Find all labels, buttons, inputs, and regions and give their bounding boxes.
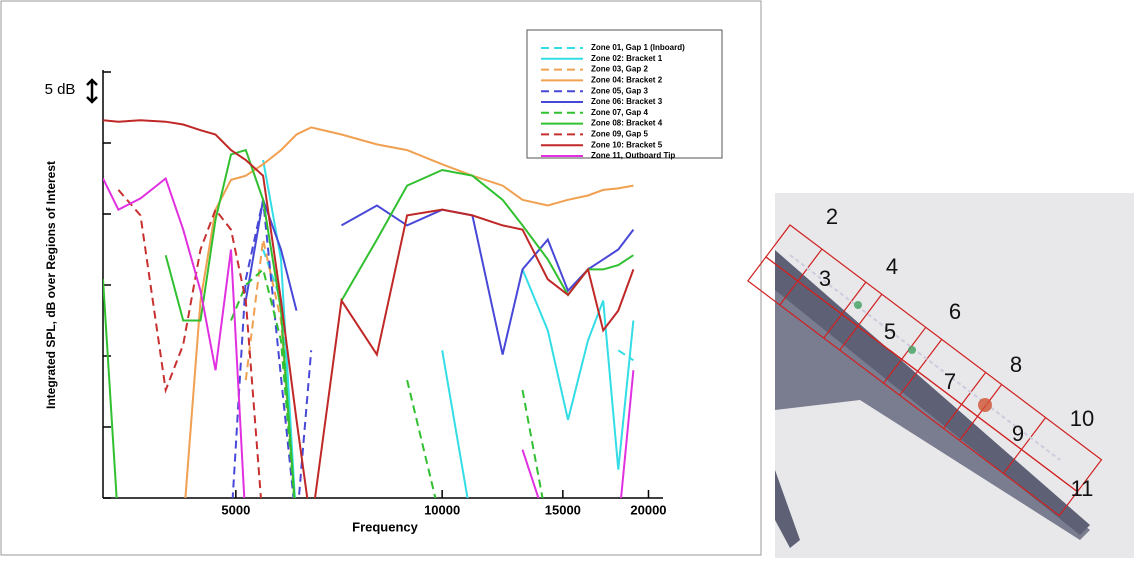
hotspot: [854, 301, 862, 309]
legend-label: Zone 01, Gap 1 (Inboard): [591, 43, 685, 52]
legend-label: Zone 10: Bracket 5: [591, 140, 663, 149]
zone-label: 2: [826, 204, 838, 229]
zone-label: 9: [1012, 421, 1024, 446]
legend-label: Zone 11, Outboard Tip: [591, 151, 675, 160]
x-tick-label: 5000: [221, 502, 250, 517]
zone-label: 11: [1071, 476, 1094, 501]
zone-label: 8: [1010, 352, 1022, 377]
legend-label: Zone 02: Bracket 1: [591, 54, 663, 63]
zone-label: 10: [1070, 406, 1094, 431]
zone-label: 3: [819, 266, 831, 291]
legend-label: Zone 07, Gap 4: [591, 108, 648, 117]
legend-label: Zone 09, Gap 5: [591, 130, 648, 139]
zone-label: 6: [949, 299, 961, 324]
x-tick-label: 20000: [630, 502, 666, 517]
x-tick-label: 15000: [545, 502, 581, 517]
legend-label: Zone 03, Gap 2: [591, 65, 648, 74]
zone-label: 4: [886, 254, 898, 279]
hotspot: [908, 346, 916, 354]
legend-label: Zone 06: Bracket 3: [591, 97, 663, 106]
inset: 2 3 4 5 6 7 8 9 10 11: [748, 193, 1134, 558]
hotspot: [978, 398, 992, 412]
legend-label: Zone 05, Gap 3: [591, 86, 648, 95]
zone-label: 5: [884, 319, 896, 344]
legend: Zone 01, Gap 1 (Inboard) Zone 02: Bracket…: [527, 30, 722, 160]
y-axis-label: Integrated SPL, dB over Regions of Inter…: [44, 161, 58, 409]
x-axis-label: Frequency: [352, 519, 419, 534]
page: 5000 10000 15000 20000 5 dB Frequency Integ…: [0, 0, 1134, 558]
annotation: 5 dB: [45, 81, 76, 98]
x-tick-label: 10000: [424, 502, 460, 517]
legend-label: Zone 04: Bracket 2: [591, 76, 663, 85]
zone-label: 7: [944, 369, 956, 394]
legend-label: Zone 08: Bracket 4: [591, 119, 663, 128]
